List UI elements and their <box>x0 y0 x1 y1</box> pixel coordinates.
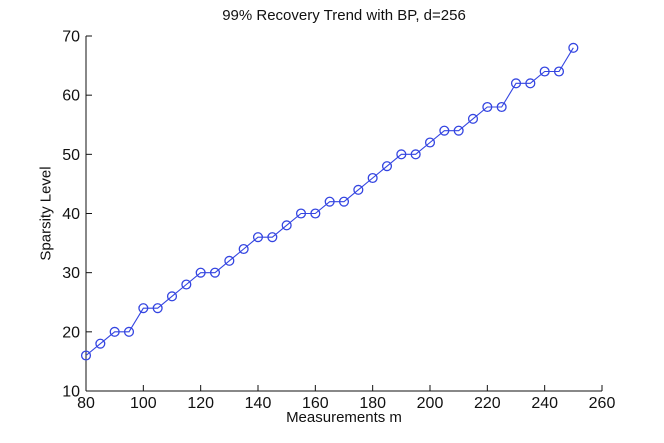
data-point <box>396 149 407 160</box>
data-point <box>166 291 178 302</box>
data-point <box>109 326 120 337</box>
data-point <box>453 125 464 136</box>
data-point <box>252 232 264 243</box>
data-point <box>510 78 522 89</box>
data-point <box>338 196 350 207</box>
x-tick-label: 200 <box>417 395 444 412</box>
data-point <box>568 42 579 53</box>
data-point <box>123 326 135 337</box>
data-point <box>138 303 149 314</box>
x-tick-label: 100 <box>130 395 157 412</box>
data-point <box>95 338 106 349</box>
data-point <box>281 220 292 231</box>
x-tick-label: 240 <box>531 395 558 412</box>
data-point <box>152 303 163 314</box>
data-point <box>439 125 450 136</box>
data-point <box>525 78 536 89</box>
data-point <box>310 208 321 219</box>
x-tick-label: 140 <box>245 395 272 412</box>
data-line <box>85 47 574 356</box>
data-point <box>295 208 307 219</box>
x-axis-label: Measurements m <box>286 409 402 426</box>
x-tick-label: 180 <box>359 395 386 412</box>
data-point <box>482 101 493 113</box>
data-point <box>238 243 249 255</box>
data-point <box>181 279 192 290</box>
x-tick-label: 80 <box>77 395 95 412</box>
y-tick-label: 40 <box>62 206 80 223</box>
x-tick-label: 120 <box>187 395 214 412</box>
data-point <box>195 267 206 278</box>
chart-title: 99% Recovery Trend with BP, d=256 <box>222 7 466 24</box>
data-point <box>467 113 479 124</box>
y-tick-label: 70 <box>62 29 80 46</box>
data-point <box>539 66 550 77</box>
y-tick-label: 20 <box>62 324 80 341</box>
y-tick-label: 30 <box>62 265 80 282</box>
data-point <box>224 255 235 266</box>
y-tick-label: 10 <box>62 384 80 401</box>
data-point <box>80 350 92 361</box>
y-tick-label: 60 <box>62 88 80 105</box>
data-point <box>353 184 364 195</box>
y-axis-label: Sparsity Level <box>37 166 55 261</box>
data-point <box>553 66 565 77</box>
y-tick-label: 50 <box>62 147 80 164</box>
data-point <box>367 172 378 184</box>
data-point <box>496 101 507 113</box>
data-point <box>424 137 436 148</box>
data-point <box>381 161 393 172</box>
data-point <box>410 149 421 160</box>
x-tick-label: 260 <box>589 395 616 412</box>
data-point <box>324 196 335 207</box>
x-tick-label: 220 <box>474 395 501 412</box>
data-point <box>267 232 278 243</box>
data-point <box>209 267 221 278</box>
x-tick-label: 160 <box>302 395 329 412</box>
